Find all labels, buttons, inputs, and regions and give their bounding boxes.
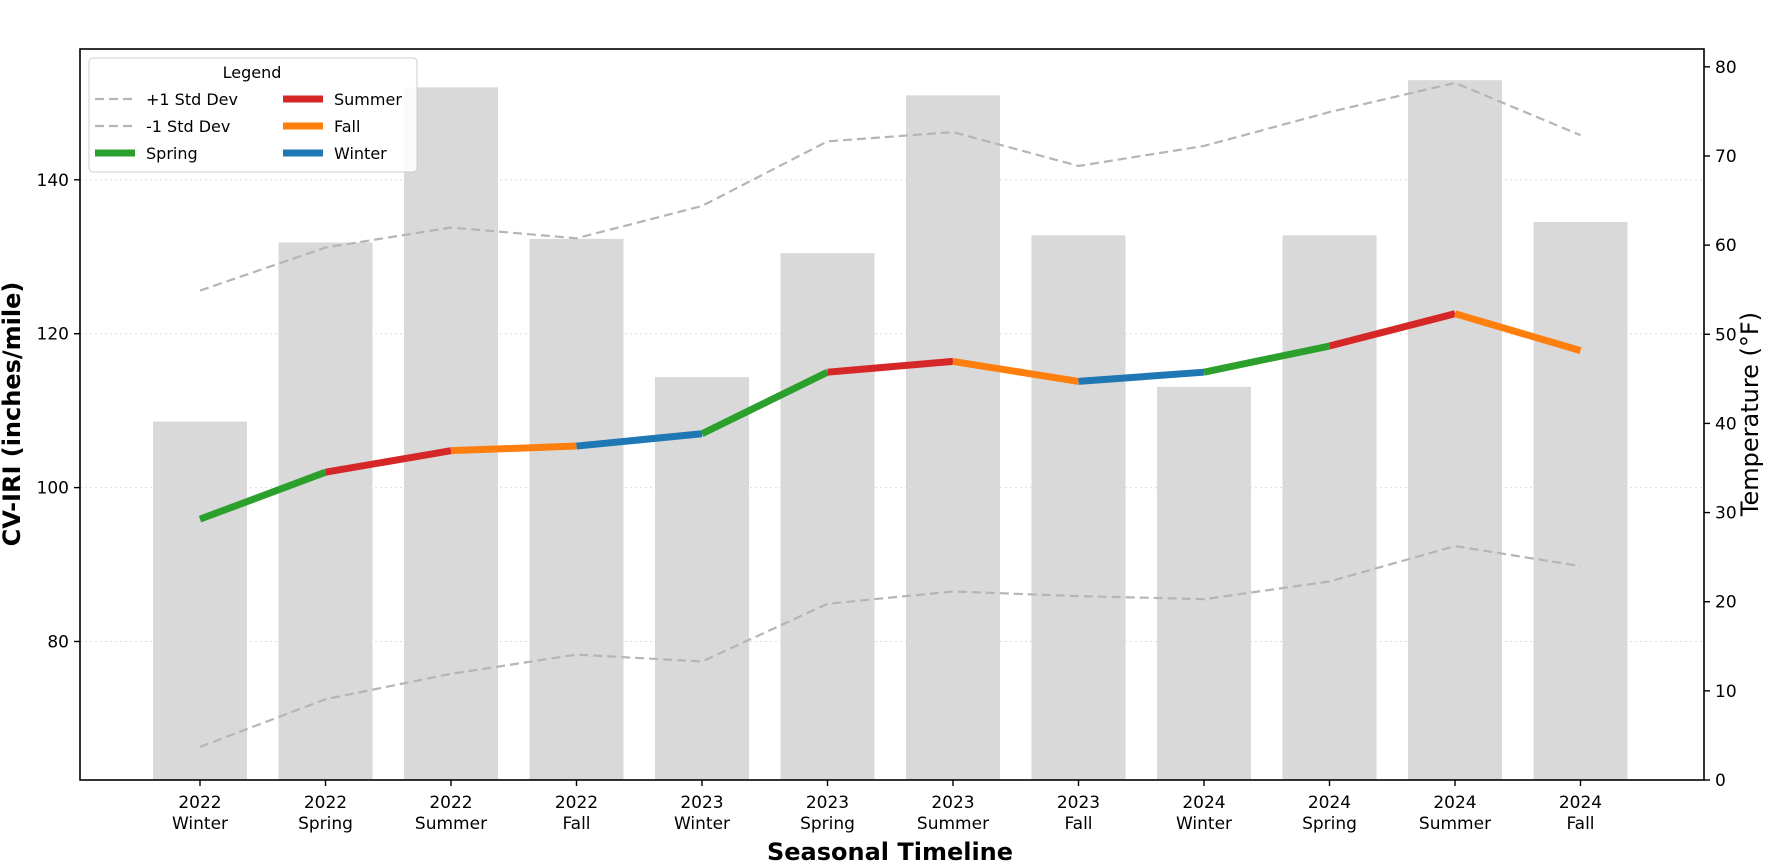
cv-iri-segment-summer: [1328, 310, 1456, 350]
x-tick-year: 2022: [178, 793, 221, 813]
x-tick-year: 2022: [555, 793, 598, 813]
x-tick-season: Winter: [172, 814, 228, 834]
std-dev-lines: [199, 81, 1581, 748]
y2-tick-label: 60: [1715, 236, 1737, 256]
cv-iri-segment-winter: [1078, 368, 1205, 385]
legend: Legend +1 Std Dev -1 Std Dev Spring Summer F…: [88, 57, 418, 173]
legend-box: [88, 57, 418, 173]
temperature-bar: [404, 87, 498, 780]
y2-tick-label: 30: [1715, 504, 1737, 524]
x-tick-year: 2023: [680, 793, 723, 813]
minus-std-dev-line: [199, 544, 1581, 748]
y-tick-label: 100: [37, 479, 69, 499]
cv-iri-segment-fall: [952, 357, 1080, 385]
x-tick-year: 2023: [931, 793, 974, 813]
x-tick-season: Fall: [1566, 814, 1594, 834]
y2-tick-label: 80: [1715, 58, 1737, 78]
x-tick-year: 2023: [1057, 793, 1100, 813]
x-tick-season: Fall: [1064, 814, 1092, 834]
y2-tick-label: 10: [1715, 682, 1737, 702]
x-tick-year: 2022: [304, 793, 347, 813]
cv-iri-segment-fall: [450, 442, 577, 455]
temperature-bars: [153, 80, 1628, 781]
x-tick-year: 2024: [1559, 793, 1602, 813]
y-tick-label: 80: [47, 632, 69, 652]
cv-iri-segment-spring: [198, 468, 327, 523]
temperature-bar: [153, 421, 247, 780]
cv-iri-line: [198, 310, 1582, 523]
cv-iri-segment-winter: [576, 430, 703, 450]
legend-label: +1 Std Dev: [146, 90, 238, 109]
temperature-bar: [1533, 221, 1628, 780]
y2-tick-label: 0: [1715, 771, 1726, 791]
temperature-bar: [529, 238, 624, 780]
temperature-bar: [780, 253, 875, 780]
y2-tick-label: 40: [1715, 414, 1737, 434]
y-axis-title: CV-IRI (inches/mile): [0, 282, 26, 547]
x-axis-title: Seasonal Timeline: [767, 838, 1013, 864]
left-axis-ticks: 80 100 120 140: [37, 171, 80, 652]
temperature-bar: [906, 95, 1000, 781]
x-tick-year: 2024: [1308, 793, 1351, 813]
plot-frame: [79, 48, 1705, 781]
y2-tick-label: 70: [1715, 147, 1737, 167]
temperature-bar: [278, 242, 373, 780]
x-tick-season: Spring: [298, 814, 353, 834]
temperature-bar: [1031, 235, 1126, 780]
legend-label: Summer: [334, 90, 402, 109]
temperature-bar: [1408, 80, 1502, 780]
x-tick-year: 2024: [1182, 793, 1225, 813]
x-tick-season: Fall: [562, 814, 590, 834]
x-tick-season: Spring: [1302, 814, 1357, 834]
temperature-bar: [1157, 386, 1251, 780]
x-tick-year: 2024: [1433, 793, 1476, 813]
legend-title: Legend: [223, 63, 282, 82]
x-tick-season: Summer: [917, 814, 989, 834]
cv-iri-segment-summer: [827, 357, 954, 376]
y2-axis-title: Temperature (°F): [1736, 312, 1764, 517]
temperature-bar: [655, 377, 749, 780]
x-tick-season: Summer: [1419, 814, 1491, 834]
cv-iri-segment-spring: [700, 369, 830, 437]
legend-label: -1 Std Dev: [146, 117, 230, 136]
x-tick-year: 2022: [429, 793, 472, 813]
y-tick-label: 140: [37, 171, 69, 191]
y2-tick-label: 20: [1715, 593, 1737, 613]
cv-iri-segment-spring: [1203, 342, 1331, 376]
x-tick-year: 2023: [806, 793, 849, 813]
cv-iri-segment-summer: [324, 447, 452, 476]
legend-entries: +1 Std Dev -1 Std Dev Spring Summer Fall Wint…: [95, 90, 402, 163]
x-axis-ticks: 2022Winter2022Spring2022Summer2022Fall20…: [172, 780, 1602, 834]
right-axis-ticks: 0 10 20 30 40 50 60 70 80: [1704, 58, 1737, 791]
x-tick-season: Winter: [674, 814, 730, 834]
legend-label: Spring: [146, 144, 198, 163]
temperature-bar: [1282, 235, 1377, 780]
cv-iri-segment-fall: [1454, 310, 1582, 354]
x-tick-season: Winter: [1176, 814, 1232, 834]
y-tick-label: 120: [37, 325, 69, 345]
legend-label: Winter: [334, 144, 387, 163]
y2-tick-label: 50: [1715, 325, 1737, 345]
legend-label: Fall: [334, 117, 360, 136]
x-tick-season: Spring: [800, 814, 855, 834]
x-tick-season: Summer: [415, 814, 487, 834]
plus-std-dev-line: [199, 81, 1581, 292]
